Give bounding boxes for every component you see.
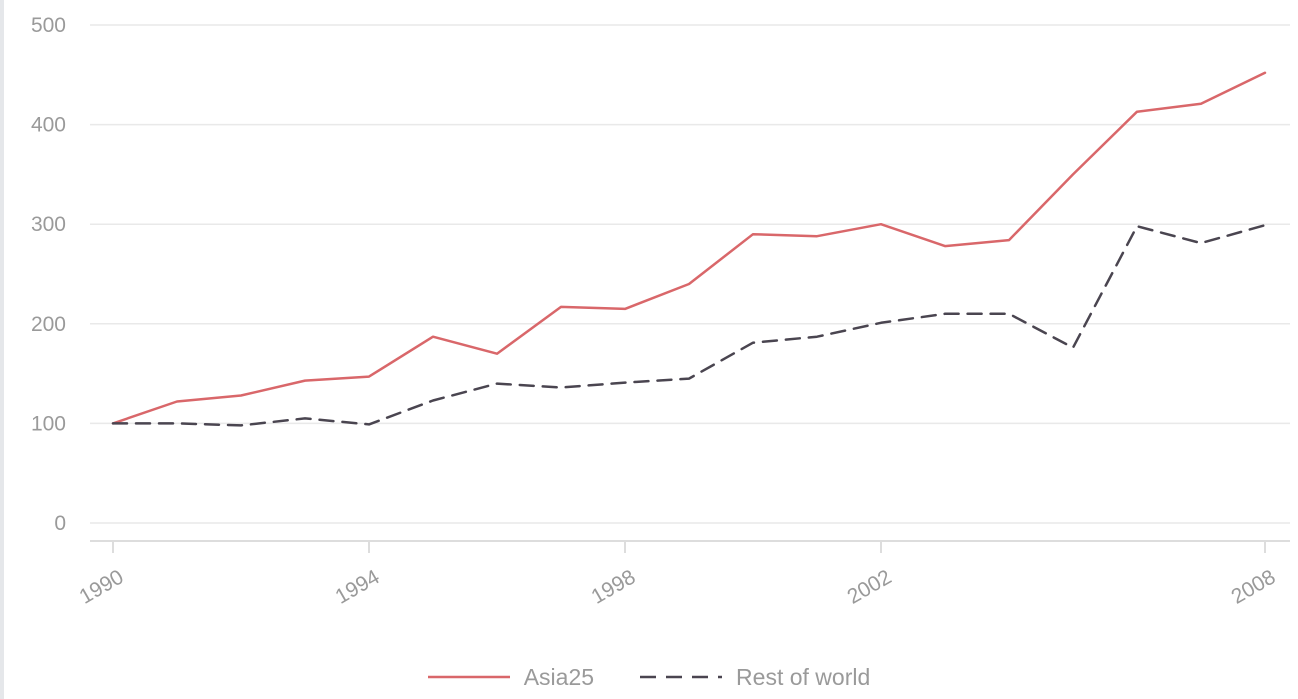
- y-tick-label: 0: [54, 512, 66, 535]
- series-line-rest-of-world: [111, 223, 1267, 427]
- y-tick-label: 300: [31, 213, 66, 236]
- x-axis: 1990 1994 1998 2002 2008: [76, 540, 1290, 609]
- gridlines: [90, 24, 1290, 524]
- series-line-asia25: [111, 71, 1267, 425]
- y-axis-tick-labels: 0 100 200 300 400 500: [31, 14, 66, 535]
- y-tick-label: 200: [31, 313, 66, 336]
- x-tick-label: 2008: [1228, 565, 1280, 608]
- y-tick-label: 100: [31, 412, 66, 435]
- legend: Asia25 Rest of world: [0, 655, 1298, 699]
- legend-label-rest-of-world: Rest of world: [736, 663, 871, 690]
- x-tick-label: 1998: [588, 565, 640, 608]
- legend-swatch-asia25: [427, 675, 510, 679]
- legend-item-rest-of-world: Rest of world: [640, 664, 870, 691]
- y-tick-label: 500: [31, 14, 66, 37]
- x-tick-label: 1990: [76, 565, 128, 608]
- x-tick-label: 2002: [844, 565, 896, 608]
- legend-swatch-rest-of-world: [640, 675, 723, 679]
- window-left-edge: [0, 0, 4, 699]
- x-tick-label: 1994: [332, 565, 384, 608]
- series-lines: [111, 71, 1267, 427]
- legend-item-asia25: Asia25: [427, 663, 595, 691]
- y-tick-label: 400: [31, 114, 66, 137]
- legend-label-asia25: Asia25: [523, 663, 595, 690]
